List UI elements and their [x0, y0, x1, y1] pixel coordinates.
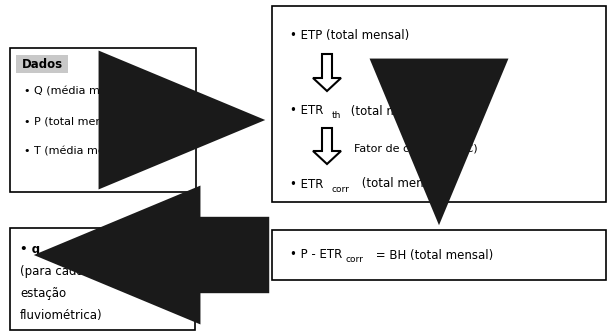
Polygon shape [313, 128, 341, 164]
Text: Fator de correção (FC): Fator de correção (FC) [354, 144, 477, 154]
Text: • q: • q [20, 244, 40, 256]
Text: • ETR: • ETR [290, 177, 323, 191]
Text: (total mensal): (total mensal) [347, 104, 434, 118]
Bar [10, 228, 195, 330]
Text: = a + bBH: = a + bBH [50, 244, 121, 256]
Text: corr: corr [332, 184, 350, 194]
Text: Dados: Dados [22, 58, 63, 72]
Text: • T (média mensal): • T (média mensal) [24, 147, 132, 157]
Bar [272, 6, 606, 202]
Text: (para cada: (para cada [20, 265, 84, 279]
Text: corr: corr [346, 255, 364, 264]
Text: • Q (média mensal): • Q (média mensal) [24, 87, 134, 97]
Text: • P (total mensal): • P (total mensal) [24, 117, 123, 127]
Text: n: n [120, 251, 126, 259]
Bar [16, 55, 68, 73]
Text: fluviométrica): fluviométrica) [20, 309, 103, 323]
Bar [10, 48, 196, 192]
Polygon shape [313, 54, 341, 91]
Text: • ETP (total mensal): • ETP (total mensal) [290, 30, 409, 42]
Text: (total mensal): (total mensal) [358, 177, 445, 191]
Text: • P - ETR: • P - ETR [290, 249, 342, 261]
Text: = BH (total mensal): = BH (total mensal) [372, 249, 493, 261]
Text: 0: 0 [43, 251, 49, 259]
Text: th: th [332, 112, 341, 121]
Text: • ETR: • ETR [290, 104, 323, 118]
Bar [272, 230, 606, 280]
Text: estação: estação [20, 288, 66, 300]
